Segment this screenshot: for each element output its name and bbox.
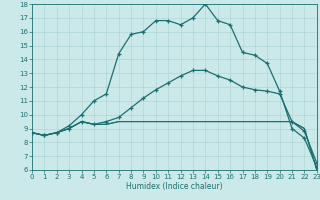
X-axis label: Humidex (Indice chaleur): Humidex (Indice chaleur) (126, 182, 223, 191)
